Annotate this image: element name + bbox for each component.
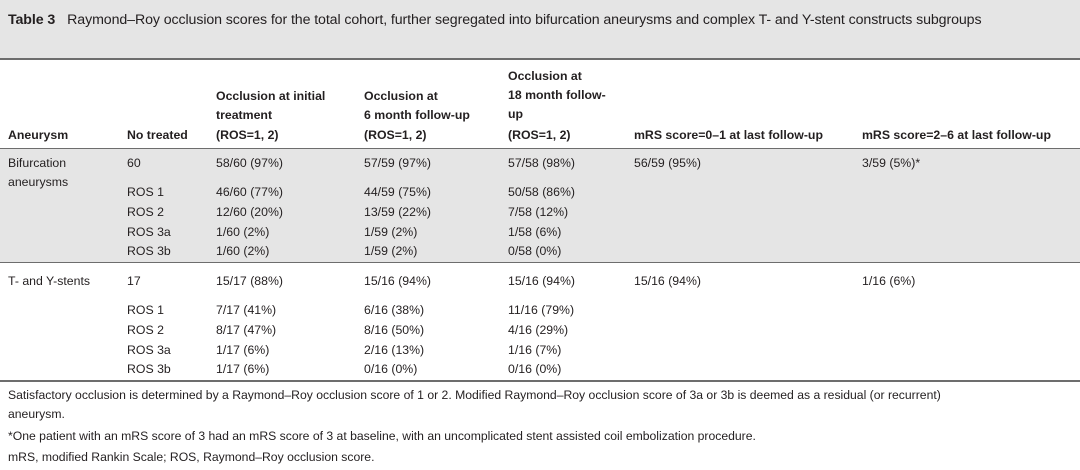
group-name-line1: Bifurcation [8,156,67,170]
header-6m-l1: Occlusion at [364,89,438,103]
6m-value: 1/59 (2%) [364,244,418,258]
initial-value: 15/17 (88%) [216,274,283,288]
18m-value: 1/16 (7%) [508,343,562,357]
no-treated-value: 17 [127,274,141,288]
sub-row-label: ROS 3a [127,225,171,239]
sub-row-label: ROS 1 [127,185,164,199]
sub-row-label: ROS 2 [127,205,164,219]
group-rule [0,262,1080,263]
header-18m-l3: up [508,107,524,121]
initial-value: 58/60 (97%) [216,156,283,170]
18m-value: 0/16 (0%) [508,362,562,376]
table-bottom-rule [0,380,1080,382]
footnote-abbreviations: mRS, modified Rankin Scale; ROS, Raymond… [8,450,375,464]
header-initial-l3: (ROS=1, 2) [216,128,279,142]
initial-value: 1/60 (2%) [216,244,270,258]
sub-row-label: ROS 3b [127,362,171,376]
no-treated-value: 60 [127,156,141,170]
mrs-0-1-value: 56/59 (95%) [634,156,701,170]
mrs-0-1-value: 15/16 (94%) [634,274,701,288]
initial-value: 1/60 (2%) [216,225,270,239]
header-initial-l2: treatment [216,108,273,122]
header-mrs-2-6: mRS score=2–6 at last follow-up [862,128,1051,142]
6m-value: 8/16 (50%) [364,323,425,337]
header-aneurysm: Aneurysm [8,128,69,142]
initial-value: 1/17 (6%) [216,362,270,376]
header-18m-l2: 18 month follow- [508,88,606,102]
sub-row-label: ROS 3a [127,343,171,357]
header-no-treated: No treated [127,128,188,142]
18m-value: 50/58 (86%) [508,185,575,199]
footnote-asterisk: *One patient with an mRS score of 3 had … [8,429,756,443]
18m-value: 0/58 (0%) [508,244,562,258]
6m-value: 1/59 (2%) [364,225,418,239]
6m-value: 57/59 (97%) [364,156,431,170]
group-name-line2: aneurysms [8,175,69,189]
footnote-satisfactory-line1: Satisfactory occlusion is determined by … [8,388,941,402]
sub-row-label: ROS 3b [127,244,171,258]
table-title: Raymond–Roy occlusion scores for the tot… [67,12,982,28]
initial-value: 46/60 (77%) [216,185,283,199]
18m-value: 1/58 (6%) [508,225,562,239]
18m-value: 57/58 (98%) [508,156,575,170]
header-initial-l1: Occlusion at initial [216,89,326,103]
initial-value: 7/17 (41%) [216,303,277,317]
header-6m-l3: (ROS=1, 2) [364,128,427,142]
footnote-satisfactory-line2: aneurysm. [8,407,65,421]
18m-value: 4/16 (29%) [508,323,569,337]
table-label: Table 3 [8,12,56,28]
header-18m-l4: (ROS=1, 2) [508,128,571,142]
header-mrs-0-1: mRS score=0–1 at last follow-up [634,128,823,142]
sub-row-label: ROS 2 [127,323,164,337]
18m-value: 11/16 (79%) [508,303,575,317]
table-caption: Table 3 Raymond–Roy occlusion scores for … [0,0,1080,58]
mrs-2-6-value: 1/16 (6%) [862,274,916,288]
mrs-2-6-value: 3/59 (5%)* [862,156,921,170]
sub-row-label: ROS 1 [127,303,164,317]
6m-value: 15/16 (94%) [364,274,431,288]
group-name-line1: T- and Y-stents [8,274,91,288]
6m-value: 44/59 (75%) [364,185,431,199]
initial-value: 12/60 (20%) [216,205,283,219]
initial-value: 1/17 (6%) [216,343,270,357]
header-18m-l1: Occlusion at [508,69,582,83]
18m-value: 7/58 (12%) [508,205,569,219]
6m-value: 2/16 (13%) [364,343,425,357]
6m-value: 6/16 (38%) [364,303,425,317]
header-6m-l2: 6 month follow-up [364,108,470,122]
initial-value: 8/17 (47%) [216,323,277,337]
group-band-bifurcation [0,149,1080,262]
caption-rule [0,58,1080,60]
18m-value: 15/16 (94%) [508,274,575,288]
6m-value: 0/16 (0%) [364,362,418,376]
6m-value: 13/59 (22%) [364,205,431,219]
header-rule [0,148,1080,149]
